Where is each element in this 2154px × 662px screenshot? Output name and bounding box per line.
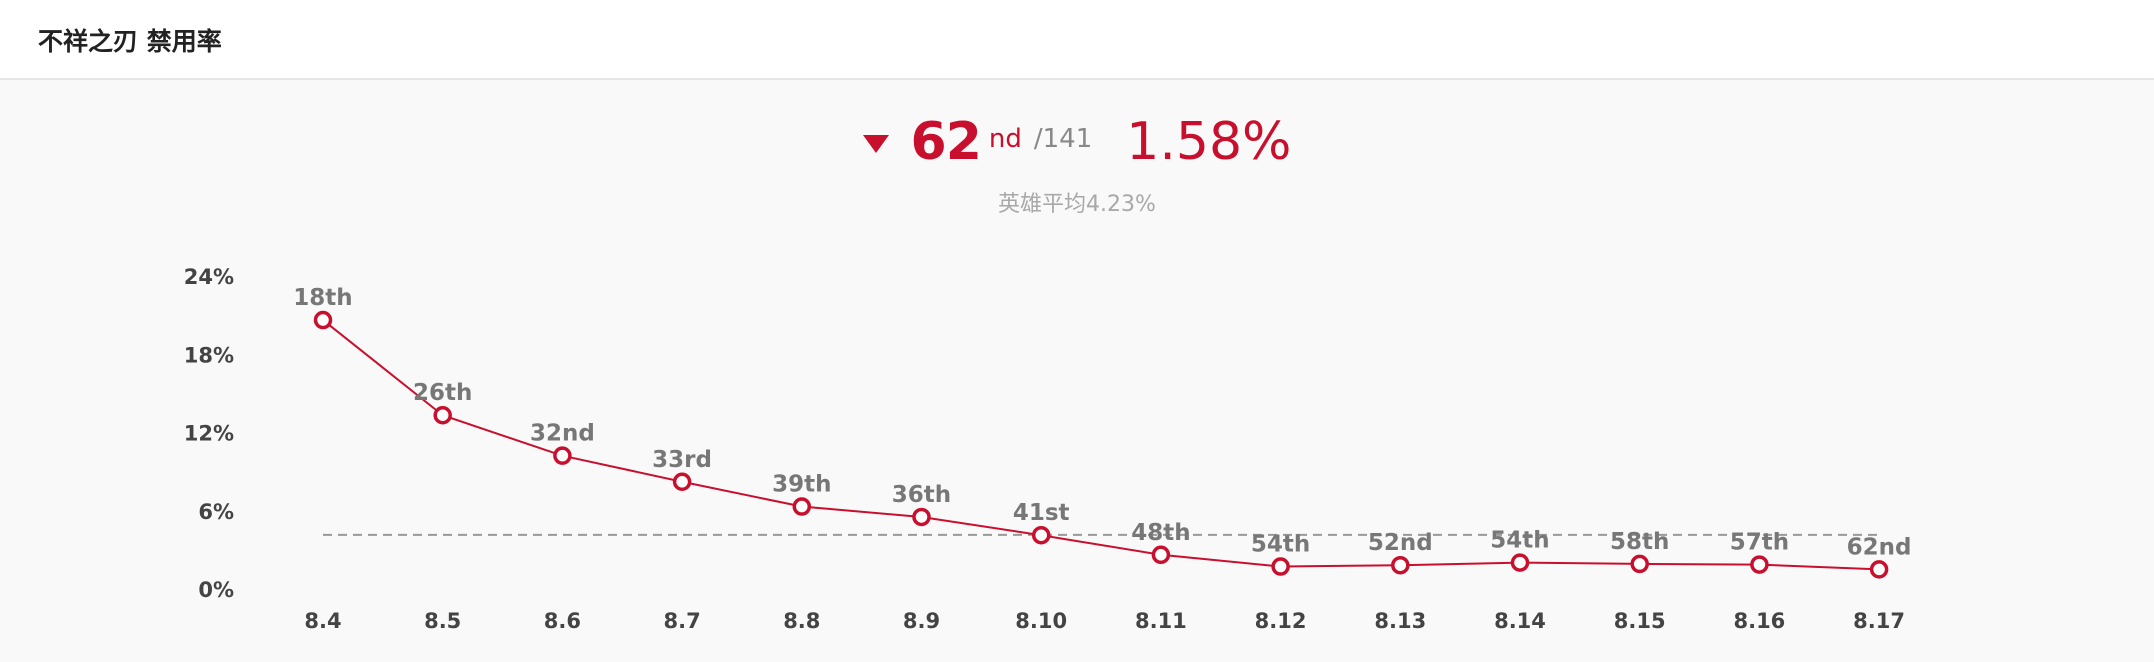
data-point [1630, 554, 1649, 574]
x-tick-label: 8.9 [903, 609, 940, 633]
y-tick-label: 0% [198, 578, 234, 602]
rank-label: 39th [772, 472, 831, 498]
y-tick-label: 24% [184, 265, 234, 289]
x-tick-label: 8.13 [1374, 609, 1426, 633]
rank-label: 18th [293, 285, 352, 311]
data-point [1510, 553, 1530, 572]
header-bar: 不祥之刃 禁用率 [0, 0, 2154, 80]
x-tick-label: 8.16 [1733, 609, 1785, 633]
x-tick-label: 8.17 [1853, 609, 1905, 633]
rank-label: 26th [413, 380, 472, 406]
page-title: 不祥之刃 禁用率 [38, 27, 222, 56]
rank-label: 48th [1131, 520, 1190, 546]
rank-label: 52nd [1368, 530, 1433, 556]
data-point [792, 497, 812, 516]
x-tick-label: 8.10 [1015, 609, 1067, 633]
data-point [1031, 525, 1051, 545]
rank-label: 33rd [652, 447, 712, 473]
rank-label: 58th [1610, 529, 1669, 555]
rank-label: 41st [1013, 500, 1070, 526]
y-tick-label: 6% [198, 500, 234, 524]
data-point [313, 310, 333, 330]
x-tick-label: 8.6 [544, 609, 581, 633]
down-triangle-icon [862, 135, 889, 153]
data-point [1271, 557, 1290, 576]
data-point [433, 405, 452, 425]
y-tick-label: 12% [184, 422, 234, 446]
rank-total: /141 [1033, 124, 1093, 154]
data-point [1391, 555, 1410, 575]
data-point [553, 446, 572, 465]
y-tick-label: 18% [184, 343, 234, 367]
x-tick-label: 8.4 [304, 609, 341, 633]
x-tick-label: 8.8 [783, 609, 820, 633]
chart-panel [0, 80, 2154, 662]
data-point [1750, 555, 1769, 574]
x-tick-label: 8.12 [1255, 609, 1307, 633]
rank-label: 54th [1251, 532, 1310, 558]
x-tick-label: 8.14 [1494, 609, 1546, 633]
series-line [322, 319, 1880, 571]
average-rate-text: 英雄平均4.23% [998, 192, 1156, 217]
rank-label: 62nd [1847, 534, 1912, 560]
rank-label: 32nd [530, 421, 595, 447]
data-point [1151, 545, 1171, 565]
rank-number: 62 [910, 112, 982, 172]
data-point [1869, 560, 1889, 579]
rank-label: 57th [1730, 530, 1789, 556]
data-point [912, 507, 931, 527]
ban-rate-value: 1.58% [1126, 112, 1292, 172]
x-tick-label: 8.5 [424, 609, 461, 633]
rank-label: 54th [1490, 528, 1549, 554]
x-tick-label: 8.15 [1614, 609, 1666, 633]
rank-label: 36th [892, 482, 951, 508]
data-point [672, 472, 692, 492]
rank-suffix: nd [988, 124, 1022, 154]
x-tick-label: 8.11 [1135, 609, 1187, 633]
x-tick-label: 8.7 [663, 609, 700, 633]
